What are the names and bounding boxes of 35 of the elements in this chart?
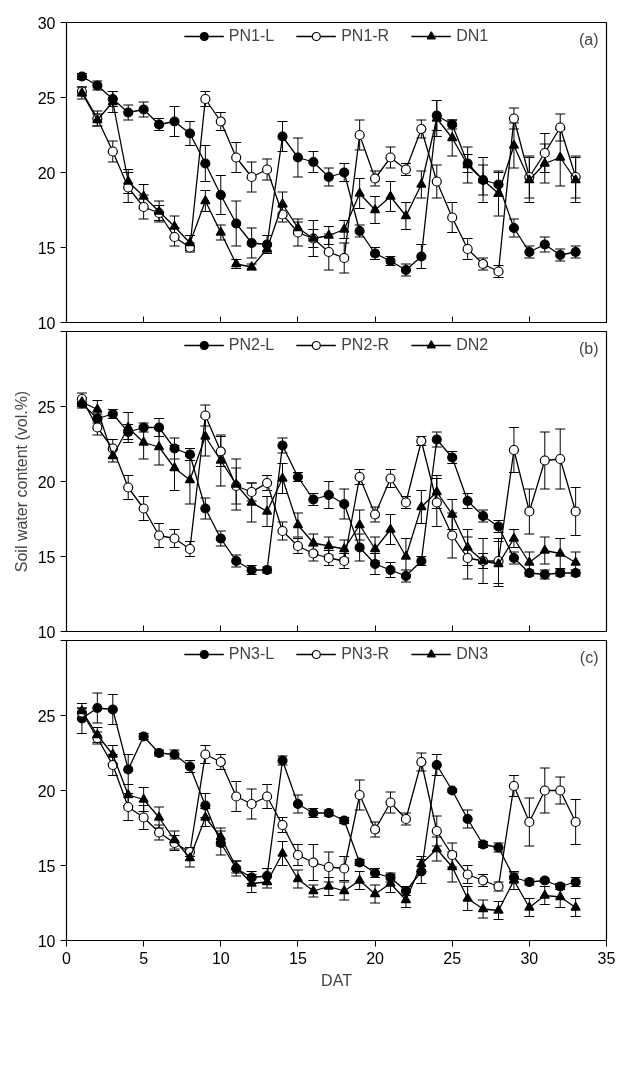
y-tick-label: 25 (37, 89, 56, 107)
legend-label: PN1-L (228, 27, 275, 45)
legend-label: PN2-L (228, 336, 275, 354)
legend-label: DN3 (456, 645, 489, 663)
y-axis-title: Soil water content (vol.%) (12, 390, 30, 573)
y-tick-label: 15 (37, 548, 56, 566)
y-tick-label: 10 (37, 314, 56, 332)
y-tick-label: 25 (37, 398, 56, 416)
legend-label: PN3-R (341, 645, 390, 663)
x-tick-label: 30 (520, 949, 539, 967)
y-tick-label: 15 (37, 239, 56, 257)
x-axis-title: DAT (321, 971, 353, 989)
x-tick-label: 20 (366, 949, 385, 967)
annotation: (c) (579, 648, 599, 666)
y-tick-label: 20 (37, 782, 56, 800)
y-tick-label: 20 (37, 473, 56, 491)
x-tick-label: 5 (139, 949, 149, 967)
x-tick-label: 0 (62, 949, 72, 967)
legend-label: DN2 (456, 336, 489, 354)
legend-label: PN3-L (228, 645, 275, 663)
annotation: (b) (578, 339, 599, 357)
y-tick-label: 15 (37, 857, 56, 875)
annotation: (a) (578, 30, 599, 48)
y-tick-label: 25 (37, 707, 56, 725)
y-tick-label: 10 (37, 623, 56, 641)
x-tick-label: 10 (211, 949, 230, 967)
y-tick-label: 10 (37, 932, 56, 950)
x-tick-label: 15 (289, 949, 307, 967)
legend-label: PN2-R (341, 336, 390, 354)
y-tick-label: 20 (37, 164, 56, 182)
y-tick-label: 30 (37, 14, 56, 32)
x-tick-label: 25 (443, 949, 462, 967)
x-tick-label: 35 (597, 949, 616, 967)
legend-label: PN1-R (341, 27, 390, 45)
legend-label: DN1 (456, 27, 489, 45)
